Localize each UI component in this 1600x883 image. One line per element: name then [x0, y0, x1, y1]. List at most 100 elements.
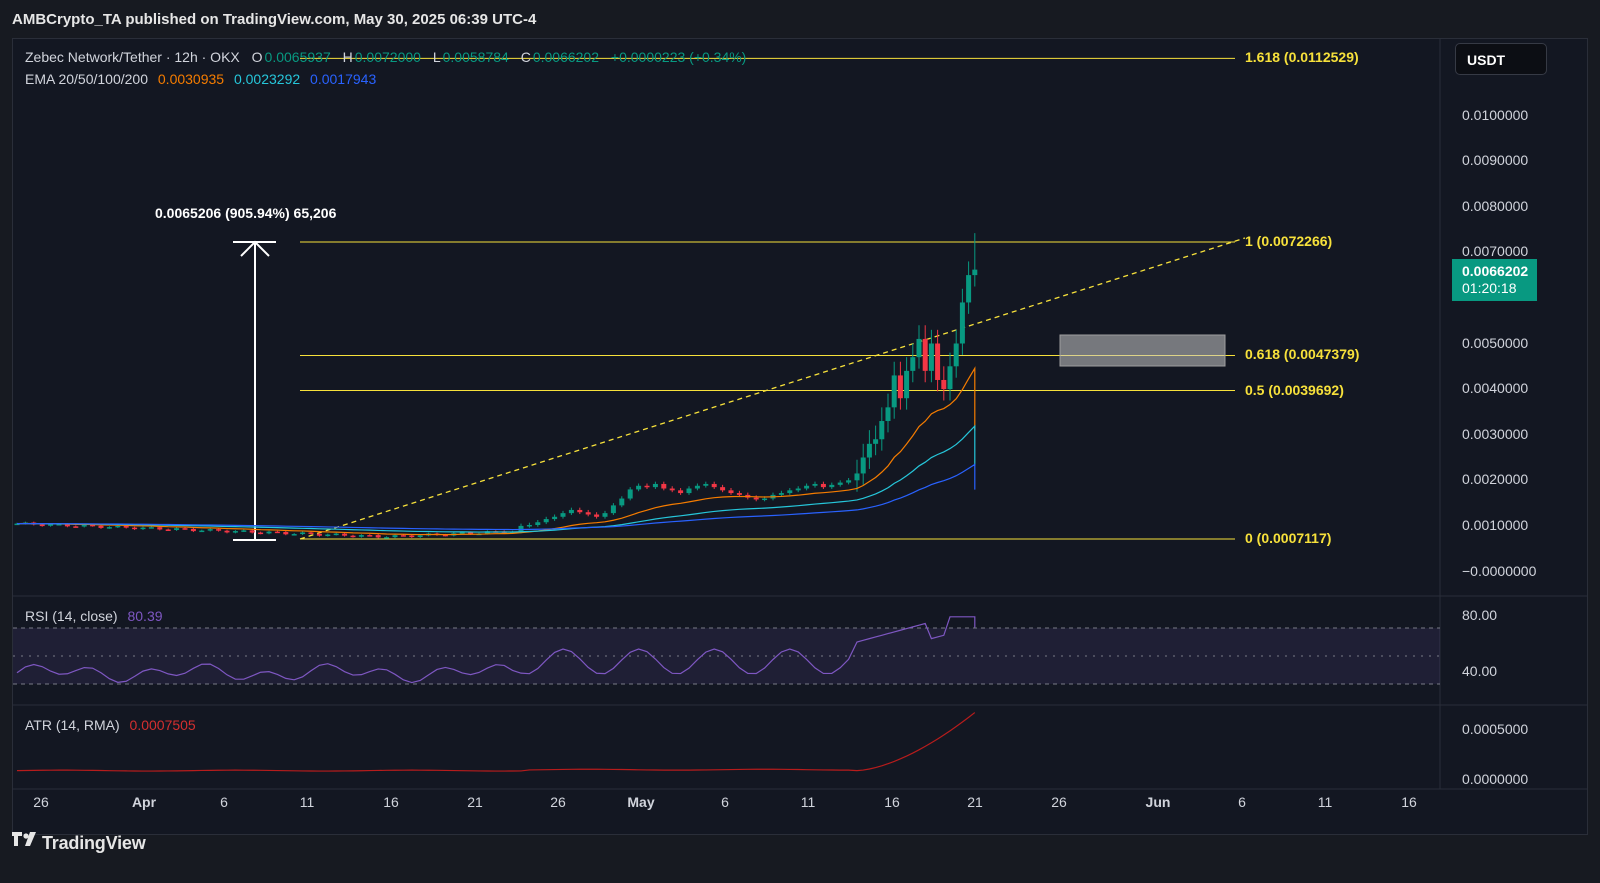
- candle-body: [165, 529, 171, 531]
- atr-axis-high: 0.0005000: [1462, 721, 1529, 737]
- time-axis-label: 21: [967, 794, 983, 810]
- currency-button[interactable]: USDT: [1455, 43, 1547, 75]
- low-value: 0.0058784: [442, 49, 509, 65]
- candle-body: [157, 527, 163, 530]
- candle-body: [922, 338, 928, 371]
- candle-body: [316, 533, 322, 536]
- chart-area[interactable]: Zebec Network/Tether · 12h · OKX O 0.0065…: [12, 38, 1588, 835]
- candle-body: [90, 524, 96, 527]
- open-label: O: [251, 49, 263, 65]
- candle-body: [400, 535, 406, 537]
- rsi-legend[interactable]: RSI (14, close) 80.39: [25, 608, 165, 624]
- candle-body: [375, 535, 381, 538]
- candle-body: [64, 524, 70, 527]
- fib-level-label: 0 (0.0007117): [1245, 530, 1332, 547]
- rsi-axis-40: 40.00: [1462, 663, 1498, 679]
- atr-value: 0.0007505: [129, 717, 196, 733]
- candle-body: [308, 532, 314, 534]
- ema50-line: [16, 424, 976, 533]
- candle-body: [216, 529, 222, 531]
- chart-canvas[interactable]: [13, 39, 1587, 834]
- candle-body: [661, 483, 667, 489]
- symbol-legend[interactable]: Zebec Network/Tether · 12h · OKX O 0.0065…: [25, 49, 748, 65]
- time-axis-label: 11: [1317, 794, 1333, 810]
- candle-body: [711, 483, 717, 488]
- atr-legend[interactable]: ATR (14, RMA) 0.0007505: [25, 717, 198, 733]
- atr-axis-zero: 0.0000000: [1462, 771, 1529, 787]
- atr-line: [16, 712, 976, 772]
- candle-body: [115, 525, 121, 528]
- ema-legend[interactable]: EMA 20/50/100/200 0.0030935 0.0023292 0.…: [25, 71, 378, 87]
- candle-body: [652, 483, 658, 488]
- candle-body: [837, 482, 843, 485]
- candle-body: [182, 528, 188, 530]
- time-axis-label: 6: [220, 794, 228, 810]
- candle-body: [442, 534, 448, 537]
- candle-body: [820, 483, 826, 488]
- symbol-name[interactable]: Zebec Network/Tether · 12h · OKX: [25, 49, 240, 65]
- publish-header: AMBCrypto_TA published on TradingView.co…: [0, 0, 1600, 38]
- candle-body: [333, 533, 339, 536]
- candle-body: [619, 498, 625, 506]
- high-value: 0.0072000: [354, 49, 421, 65]
- candle-body: [959, 302, 965, 344]
- candle-body: [274, 531, 280, 534]
- candle-body: [669, 488, 675, 491]
- price-axis-label: 0.0010000: [1462, 516, 1529, 533]
- candle-body: [73, 526, 79, 528]
- candle-body: [106, 527, 112, 529]
- tradingview-brand: TradingView: [42, 833, 146, 853]
- candle-body: [526, 524, 532, 527]
- candle-body: [417, 535, 423, 537]
- rsi-label[interactable]: RSI (14, close): [25, 608, 118, 624]
- ema100-value: 0.0017943: [310, 71, 377, 87]
- candle-body: [291, 534, 297, 536]
- candle-body: [577, 509, 583, 513]
- price-axis-label: 0.0030000: [1462, 425, 1529, 442]
- last-price-badge: 0.0066202 01:20:18: [1452, 259, 1537, 301]
- close-label: C: [520, 49, 531, 65]
- candle-body: [753, 497, 759, 500]
- price-axis-label: 0.0090000: [1462, 152, 1529, 169]
- candle-body: [249, 530, 255, 533]
- last-price: 0.0066202: [1462, 263, 1529, 279]
- open-value: 0.0065937: [264, 49, 331, 65]
- ema20-line: [16, 366, 976, 536]
- candle-body: [947, 366, 953, 390]
- high-label: H: [342, 49, 353, 65]
- candle-body: [39, 524, 45, 527]
- rsi-line: [16, 616, 976, 684]
- candle-body: [812, 483, 818, 486]
- atr-label[interactable]: ATR (14, RMA): [25, 717, 120, 733]
- time-axis-label: 11: [299, 794, 315, 810]
- candle-body: [860, 457, 866, 474]
- candle-body: [916, 338, 922, 358]
- time-axis-label: 6: [1238, 794, 1246, 810]
- ema50-value: 0.0023292: [233, 71, 301, 87]
- candle-body: [518, 525, 524, 532]
- candle-body: [358, 535, 364, 537]
- candle-body: [594, 514, 600, 517]
- time-axis-label: 11: [800, 794, 816, 810]
- candle-body: [56, 524, 62, 526]
- change-value: +0.0000223 (+0.34%): [610, 49, 747, 65]
- candle-body: [904, 370, 910, 399]
- candle-body: [846, 480, 852, 483]
- time-axis-label: May: [627, 794, 655, 810]
- time-axis-label: 16: [1401, 794, 1417, 810]
- candle-body: [232, 531, 238, 533]
- candle-body: [325, 534, 331, 537]
- rsi-value: 80.39: [127, 608, 163, 624]
- ema-label[interactable]: EMA 20/50/100/200: [25, 71, 148, 87]
- fib-level-label: 1.618 (0.0112529): [1245, 49, 1359, 66]
- candle-body: [241, 530, 247, 532]
- price-axis-label: 0.0050000: [1462, 334, 1529, 351]
- candle-body: [910, 357, 916, 371]
- candle-body: [409, 535, 415, 538]
- candle-body: [928, 343, 934, 371]
- time-axis-label: Apr: [131, 794, 157, 810]
- candle-body: [935, 343, 941, 380]
- candle-body: [720, 487, 726, 491]
- candle-body: [585, 512, 591, 515]
- time-axis-label: 26: [550, 794, 566, 810]
